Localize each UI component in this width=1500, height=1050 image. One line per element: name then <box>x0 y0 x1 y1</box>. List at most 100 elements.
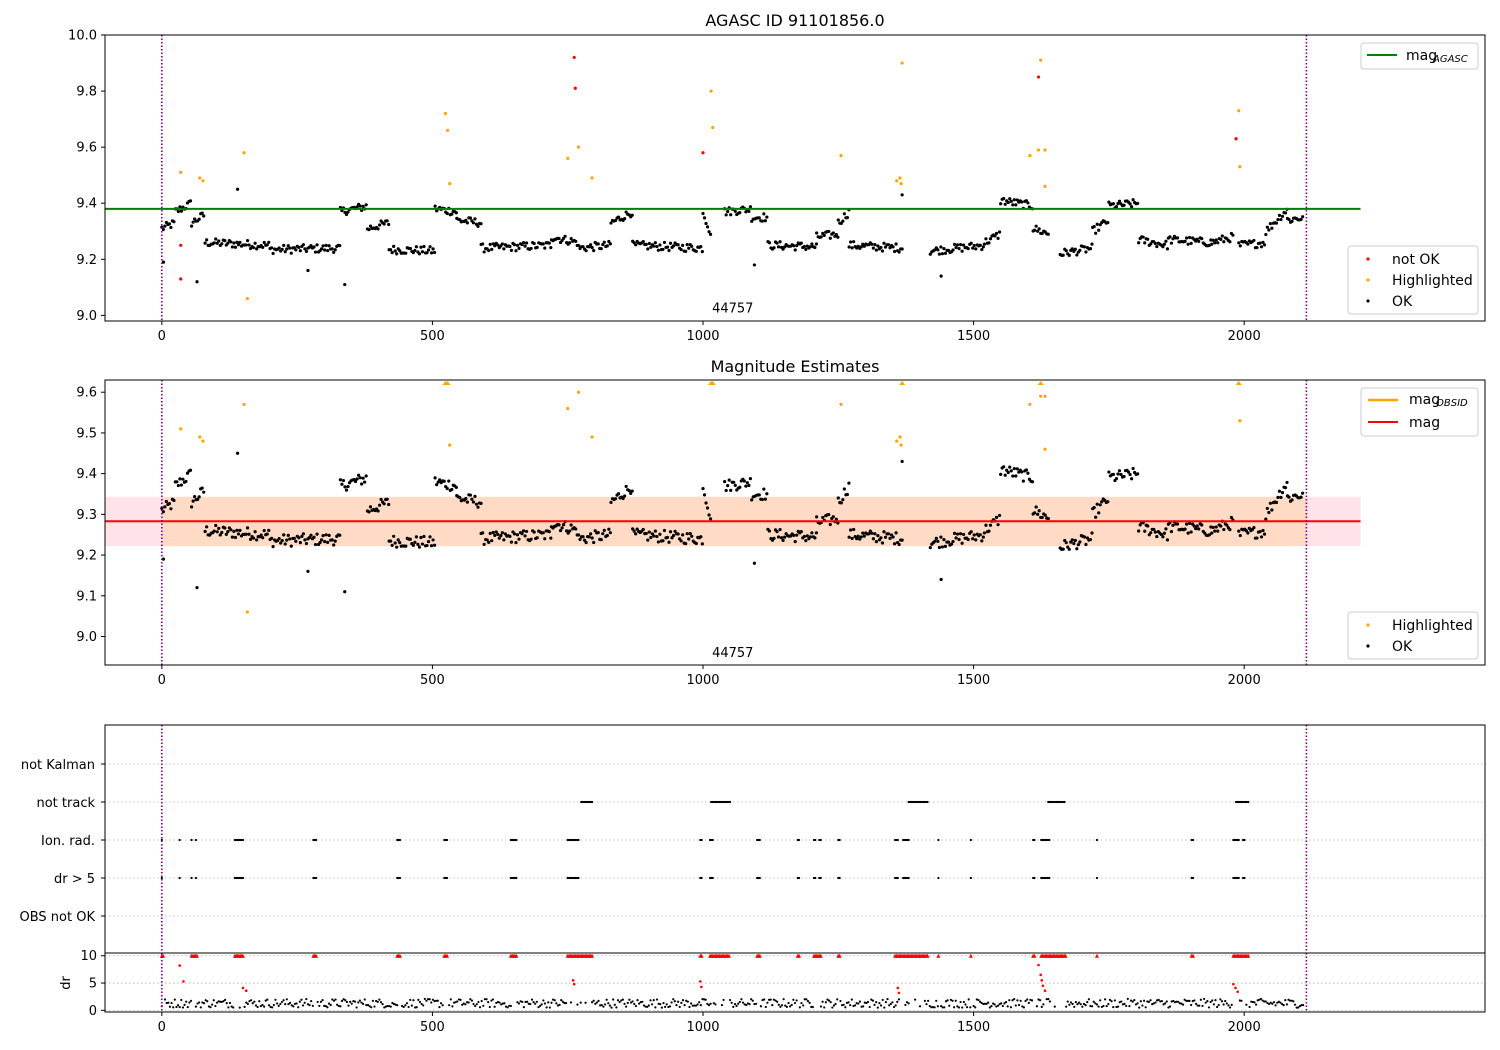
ok-point <box>729 213 733 217</box>
ok-point <box>634 532 638 536</box>
ok-point <box>233 245 238 249</box>
dr-point <box>844 1006 847 1009</box>
dr-point <box>391 1001 394 1005</box>
ok-point <box>1210 531 1214 535</box>
ok-point <box>744 484 748 488</box>
panel1-legend-highlighted-label: Highlighted <box>1392 273 1473 289</box>
ok-point <box>601 532 605 536</box>
ok-point <box>1220 234 1224 238</box>
ok-point <box>1116 472 1120 476</box>
dr-point <box>789 1005 792 1008</box>
ok-point <box>499 533 503 538</box>
dr-point <box>754 1002 758 1005</box>
ok-point <box>1277 489 1282 493</box>
ok-point <box>515 243 520 247</box>
not-ok-point <box>1036 75 1041 79</box>
ok-point <box>215 530 219 534</box>
ok-point <box>974 538 978 542</box>
ok-point <box>608 531 612 535</box>
flag-mark <box>797 876 801 880</box>
dr-point <box>389 1005 392 1008</box>
ok-point <box>879 245 883 250</box>
dr-point <box>451 1005 454 1008</box>
dr-point <box>1219 998 1222 1001</box>
y-tick-label: 0 <box>89 1004 97 1019</box>
ok-point <box>608 242 612 246</box>
dr-point <box>698 1001 701 1004</box>
dr-point <box>1185 999 1188 1002</box>
dr-point <box>412 999 415 1002</box>
ok-point <box>547 241 551 245</box>
ok-point <box>203 241 207 245</box>
ok-point <box>690 244 694 248</box>
ok-point <box>179 209 184 213</box>
dr-point <box>413 1006 417 1009</box>
ok-point <box>605 244 609 248</box>
dr-point <box>607 1002 610 1005</box>
y-tick-label: 9.0 <box>76 309 97 324</box>
ok-point <box>502 538 506 542</box>
ok-point <box>1061 547 1065 551</box>
ok-point <box>646 247 650 251</box>
ok-point <box>312 535 316 539</box>
ok-point <box>655 534 659 539</box>
ok-point <box>882 241 886 245</box>
ok-point <box>203 529 207 534</box>
ok-point <box>699 245 703 249</box>
highlighted-clipped-marker <box>444 381 451 385</box>
ok-point <box>1186 242 1190 246</box>
ok-point <box>338 533 342 537</box>
dr-point <box>965 1006 969 1009</box>
dr-point <box>668 1005 672 1008</box>
dr-point <box>1172 999 1175 1003</box>
ok-point <box>630 213 634 217</box>
ok-point <box>535 536 539 540</box>
dr-point <box>1045 998 1048 1001</box>
dr-point <box>1141 1004 1144 1007</box>
ok-point <box>658 532 662 536</box>
ok-point <box>1216 241 1220 245</box>
ok-point <box>1067 547 1071 551</box>
ok-point <box>952 531 957 535</box>
dr-point <box>940 1005 943 1008</box>
dr-point <box>1078 1001 1081 1004</box>
dr-point <box>853 1004 857 1007</box>
ok-point <box>624 484 628 489</box>
dr-point <box>316 1000 319 1004</box>
ok-point <box>1070 247 1074 251</box>
ok-point <box>431 538 435 542</box>
dr-point <box>904 1003 907 1007</box>
ok-point <box>602 528 606 532</box>
dr-point <box>636 999 639 1002</box>
ok-point <box>450 212 454 216</box>
dr-point <box>220 1000 223 1004</box>
ok-point <box>1073 538 1077 543</box>
ok-point <box>1290 219 1294 223</box>
dr-point <box>1282 1004 1285 1007</box>
ok-point <box>767 529 772 533</box>
dr-point <box>561 1000 564 1003</box>
ok-point <box>493 244 497 248</box>
flag-mark <box>190 838 193 842</box>
ok-point <box>871 246 875 250</box>
dr-capped-marker <box>797 953 802 958</box>
ok-point <box>474 502 479 506</box>
dr-point <box>1113 999 1116 1002</box>
dr-point <box>842 1003 845 1006</box>
ok-point <box>1175 522 1180 526</box>
ok-point <box>1009 469 1013 473</box>
dr-point <box>782 998 785 1001</box>
highlighted-point <box>242 151 246 155</box>
dr-point <box>771 1004 774 1007</box>
dr-point <box>933 1006 936 1009</box>
ok-point <box>795 243 799 248</box>
ok-point <box>1246 531 1250 535</box>
dr-point <box>1300 1004 1303 1007</box>
dr-point <box>1302 1004 1305 1007</box>
dr-point <box>245 1001 248 1004</box>
ok-point <box>277 246 281 250</box>
dr-point <box>202 1002 206 1005</box>
ok-point <box>280 247 284 251</box>
ok-point <box>433 476 437 480</box>
ok-point <box>1082 535 1087 539</box>
